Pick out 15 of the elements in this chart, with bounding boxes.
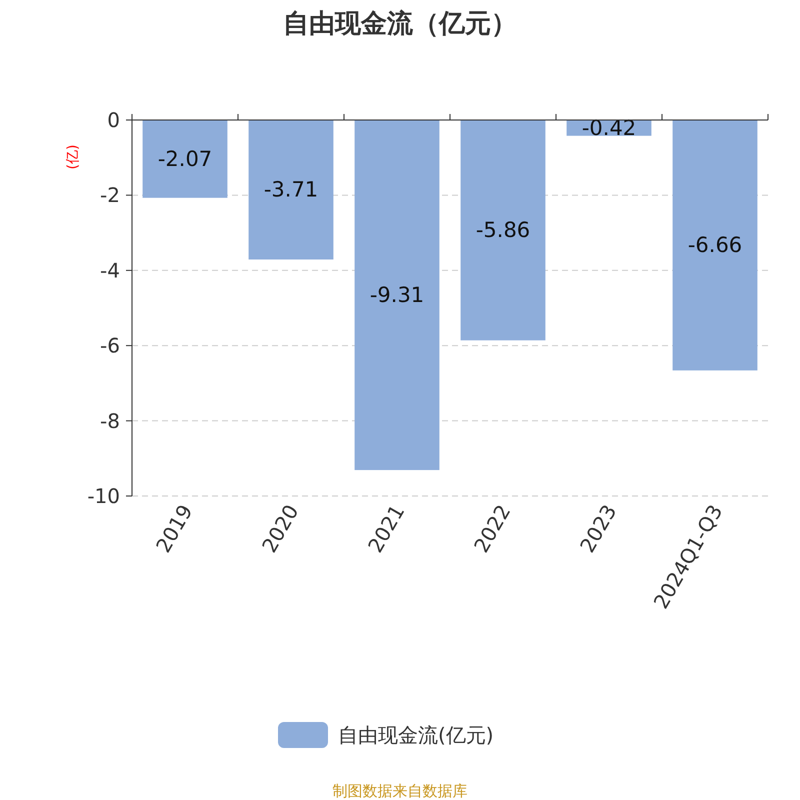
y-tick-label: -10	[87, 484, 120, 508]
legend-label: 自由现金流(亿元)	[338, 723, 494, 747]
y-tick-label: -4	[100, 258, 120, 282]
data-label: -6.66	[688, 233, 742, 258]
y-tick-label: 0	[107, 108, 120, 132]
data-label: -2.07	[158, 146, 212, 171]
text: 制图数据来自数据库	[332, 782, 468, 800]
data-label: -5.86	[476, 218, 530, 242]
y-tick-label: -8	[100, 408, 120, 433]
y-axis-title: (亿)	[65, 144, 81, 170]
data-label: -9.31	[370, 283, 424, 308]
y-tick-label: -6	[100, 334, 120, 358]
chart-title: 自由现金流（亿元）	[283, 9, 517, 39]
y-tick-label: -2	[100, 183, 120, 208]
data-label: -3.71	[264, 178, 318, 202]
